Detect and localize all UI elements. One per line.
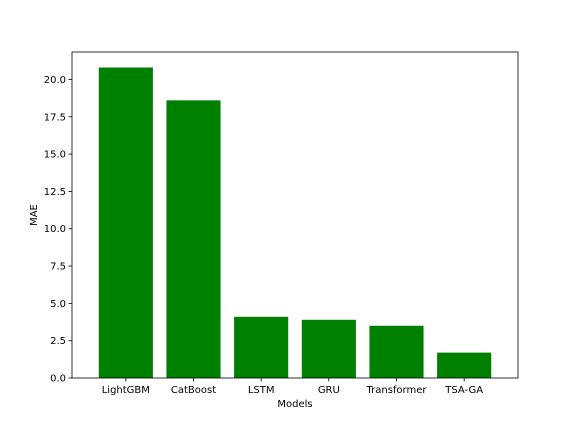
bar-tsa-ga — [437, 352, 492, 378]
x-tick-label: Transformer — [365, 385, 427, 396]
y-tick-label: 20.0 — [44, 75, 66, 86]
x-axis-label: Models — [277, 399, 312, 410]
bar-catboost — [166, 100, 221, 379]
y-tick-label: 10.0 — [44, 224, 66, 235]
x-axis: LightGBM CatBoost LSTM GRU Transformer TSA-GA — [102, 378, 483, 396]
x-tick-label: LightGBM — [102, 385, 150, 396]
y-axis-label: MAE — [29, 204, 40, 226]
x-tick-label: CatBoost — [171, 385, 216, 396]
bar-transformer — [369, 325, 424, 378]
y-tick-label: 17.5 — [44, 112, 66, 123]
y-tick-label: 2.5 — [50, 336, 66, 347]
y-tick-label: 7.5 — [50, 262, 66, 273]
x-tick-label: LSTM — [248, 385, 275, 396]
y-tick-label: 5.0 — [50, 299, 66, 310]
bar-lstm — [234, 316, 289, 378]
bar-gru — [301, 319, 356, 378]
y-axis: 0.0 2.5 5.0 7.5 10.0 12.5 15.0 17.5 20.0 — [44, 75, 72, 385]
x-tick-label: TSA-GA — [444, 385, 483, 396]
x-tick-label: GRU — [318, 385, 340, 396]
y-tick-label: 15.0 — [44, 150, 66, 161]
bars-group — [98, 67, 492, 379]
y-tick-label: 0.0 — [50, 374, 66, 385]
plot-frame — [71, 51, 519, 379]
y-tick-label: 12.5 — [44, 187, 66, 198]
bar-lightgbm — [98, 67, 153, 379]
